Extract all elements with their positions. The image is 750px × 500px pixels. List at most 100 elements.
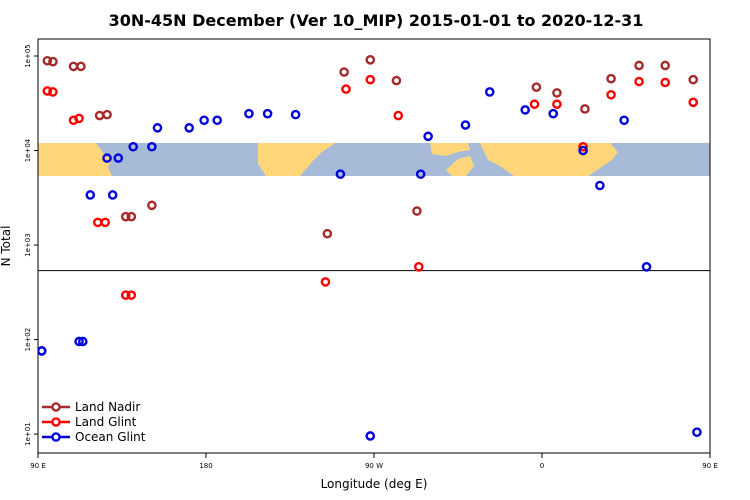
x-axis-ticks: 90 E 180 90 W 0 90 E xyxy=(30,453,718,470)
x-tick-label: 0 xyxy=(540,462,544,470)
legend-marker xyxy=(51,417,61,427)
land-nadir-point: Land Nadir: lon 357, N 47000 xyxy=(531,82,542,93)
y-tick-label: 1e+03 xyxy=(24,233,32,257)
world-map-background xyxy=(38,143,710,176)
land-nadir-point: Land Nadir: lon 245, N 1300 xyxy=(322,228,333,239)
ocean-glint-point: Ocean Glint: lon 228, N 24000 xyxy=(290,109,301,120)
legend-marker xyxy=(51,402,61,412)
ocean-glint-point: Ocean Glint: lon 391, N 4300 xyxy=(595,180,605,191)
land-glint-point: Land Glint: lon 98, N 42000 xyxy=(48,87,58,97)
x-tick-label: 90 E xyxy=(702,462,718,470)
land-nadir-point: Land Nadir: lon 441, N 56000 xyxy=(688,74,699,85)
map-land xyxy=(38,143,618,176)
x-axis-label: Longitude (deg E) xyxy=(321,477,428,491)
land-nadir-point: Land Nadir: lon 383, N 28000 xyxy=(580,104,590,114)
land-glint-point: Land Glint: lon 397, N 39000 xyxy=(606,89,616,100)
ocean-glint-point: Ocean Glint: lon 416, N 590 xyxy=(641,261,652,272)
land-nadir-point: Land Nadir: lon 254, N 68000 xyxy=(339,67,349,77)
ocean-glint-point: Ocean Glint: lon 203, N 25000 xyxy=(244,108,254,119)
ocean-glint-point: Ocean Glint: lon 186, N 21000 xyxy=(212,115,222,126)
land-nadir-point: Land Nadir: lon 268, N 91000 xyxy=(365,54,376,65)
map-land-shape xyxy=(38,143,112,176)
map-land-shape xyxy=(258,143,335,176)
land-nadir-point: Land Nadir: lon 140, N 2000 xyxy=(126,211,137,222)
plot-frame xyxy=(37,38,711,454)
ocean-glint-point: Ocean Glint: lon 452, N 76 xyxy=(38,346,47,356)
land-nadir-point: Land Nadir: lon 455, N 89000 xyxy=(42,55,53,66)
land-glint-point: Land Glint: lon 368, N 31000 xyxy=(552,99,562,110)
land-nadir-point: Land Nadir: lon 397, N 57000 xyxy=(606,73,616,84)
land-nadir-point: Land Nadir: lon 426, N 79000 xyxy=(660,60,671,71)
ocean-glint-point: Ocean Glint: lon 299, N 14000 xyxy=(423,131,433,142)
land-glint-point: Land Glint: lon 244, N 400 xyxy=(320,277,331,287)
land-glint-point: Land Glint: lon 382, N 11000 xyxy=(578,141,588,152)
ocean-glint-point: Ocean Glint: lon 487, N 8300 xyxy=(102,153,112,163)
land-glint-point: Land Glint: lon 412, N 54000 xyxy=(634,76,644,87)
ocean-glint-point: Ocean Glint: lon 118, N 3400 xyxy=(85,190,96,200)
y-axis-ticks: 1e+01 1e+02 1e+03 1e+04 1e+05 xyxy=(24,44,38,446)
land-nadir-point: Land Nadir: lon 497, N 2000 xyxy=(120,211,131,222)
ocean-glint-point: Ocean Glint: lon 151, N 11000 xyxy=(147,141,157,152)
ocean-glint-point: Ocean Glint: lon 213, N 25000 xyxy=(262,108,273,119)
data-points: Land Nadir: lon 98, N 87000Land Nadir: l… xyxy=(38,54,702,441)
land-glint-point: Land Glint: lon 140, N 300 xyxy=(126,290,137,300)
ocean-glint-point: Ocean Glint: lon 443, N 10 xyxy=(692,427,702,438)
ocean-glint-point: Ocean Glint: lon 252, N 5600 xyxy=(335,169,346,179)
map-land-shape xyxy=(430,143,470,156)
ocean-glint-point: Ocean Glint: lon 472, N 96 xyxy=(74,336,84,347)
ocean-glint-point: Ocean Glint: lon 539, N 21000 xyxy=(199,115,209,126)
ocean-glint-point: Ocean Glint: lon 319, N 19000 xyxy=(460,120,471,130)
land-glint-point: Land Glint: lon 268, N 56000 xyxy=(365,74,376,85)
land-nadir-point: Land Nadir: lon 511, N 2600 xyxy=(147,200,157,211)
land-nadir-point: Land Nadir: lon 469, N 78000 xyxy=(68,61,79,72)
land-nadir-point: Land Nadir: lon 127, N 24000 xyxy=(102,109,112,120)
land-nadir-point: Land Nadir: lon 113, N 78000 xyxy=(76,61,86,72)
land-nadir-point: Land Nadir: lon 412, N 79000 xyxy=(634,60,644,71)
ocean-glint-point: Ocean Glint: lon 114, N 96 xyxy=(78,336,88,347)
ocean-glint-point: Ocean Glint: lon 490, N 3400 xyxy=(107,190,118,200)
land-glint-point: Land Glint: lon 441, N 32000 xyxy=(688,97,699,108)
land-nadir-point: Land Nadir: lon 282, N 55000 xyxy=(391,75,402,86)
y-tick-label: 1e+05 xyxy=(24,44,32,68)
land-nadir-point: Land Nadir: lon 483, N 23000 xyxy=(94,110,105,121)
land-glint-point: Land Glint: lon 455, N 43000 xyxy=(42,86,53,96)
map-land-shape xyxy=(446,156,474,176)
ocean-glint-point: Ocean Glint: lon 404, N 21000 xyxy=(619,115,629,126)
y-axis-label: N Total xyxy=(0,226,13,267)
x-tick-label: 180 xyxy=(199,462,212,470)
y-tick-label: 1e+02 xyxy=(24,328,32,352)
legend-label: Ocean Glint xyxy=(75,430,146,444)
x-tick-label: 90 E xyxy=(30,462,46,470)
land-glint-point: Land Glint: lon 497, N 300 xyxy=(120,290,131,300)
chart-title: 30N-45N December (Ver 10_MIP) 2015-01-01… xyxy=(109,11,644,30)
ocean-glint-point: Ocean Glint: lon 501, N 11000 xyxy=(128,141,138,152)
land-glint-point: Land Glint: lon 255, N 45000 xyxy=(341,84,351,94)
land-glint-point: Land Glint: lon 126, N 1700 xyxy=(100,217,110,228)
legend-marker xyxy=(51,432,61,442)
land-glint-point: Land Glint: lon 469, N 21000 xyxy=(68,115,79,126)
ocean-glint-point: Ocean Glint: lon 382, N 10000 xyxy=(578,145,588,156)
y-tick-label: 1e+01 xyxy=(24,422,32,446)
y-tick-label: 1e+04 xyxy=(24,138,32,162)
ocean-glint-point: Ocean Glint: lon 366, N 25000 xyxy=(548,108,559,119)
legend-label: Land Glint xyxy=(75,415,137,429)
ocean-glint-point: Ocean Glint: lon 268, N 10 xyxy=(365,431,376,441)
ocean-glint-point: Ocean Glint: lon 514, N 17000 xyxy=(152,123,163,133)
land-glint-point: Land Glint: lon 482, N 1700 xyxy=(92,217,103,228)
land-glint-point: Land Glint: lon 283, N 23000 xyxy=(393,110,404,121)
land-nadir-point: Land Nadir: lon 293, N 2300 xyxy=(412,206,422,216)
x-tick-label: 90 W xyxy=(365,462,383,470)
legend-label: Land Nadir xyxy=(75,400,140,414)
land-nadir-point: Land Nadir: lon 368, N 41000 xyxy=(552,88,562,98)
land-glint-point: Land Glint: lon 356, N 31000 xyxy=(529,99,540,110)
ocean-glint-point: Ocean Glint: lon 332, N 42000 xyxy=(484,87,495,97)
land-nadir-point: Land Nadir: lon 98, N 87000 xyxy=(48,56,58,67)
ocean-glint-point: Ocean Glint: lon 133, N 8300 xyxy=(113,153,124,163)
land-glint-point: Land Glint: lon 294, N 590 xyxy=(413,261,424,272)
ocean-glint-point: Ocean Glint: lon 171, N 17000 xyxy=(184,123,194,133)
land-glint-point: Land Glint: lon 426, N 52000 xyxy=(660,77,671,88)
ocean-glint-point: Ocean Glint: lon 295, N 5600 xyxy=(415,169,426,179)
ocean-glint-point: Ocean Glint: lon 351, N 27000 xyxy=(520,105,531,115)
